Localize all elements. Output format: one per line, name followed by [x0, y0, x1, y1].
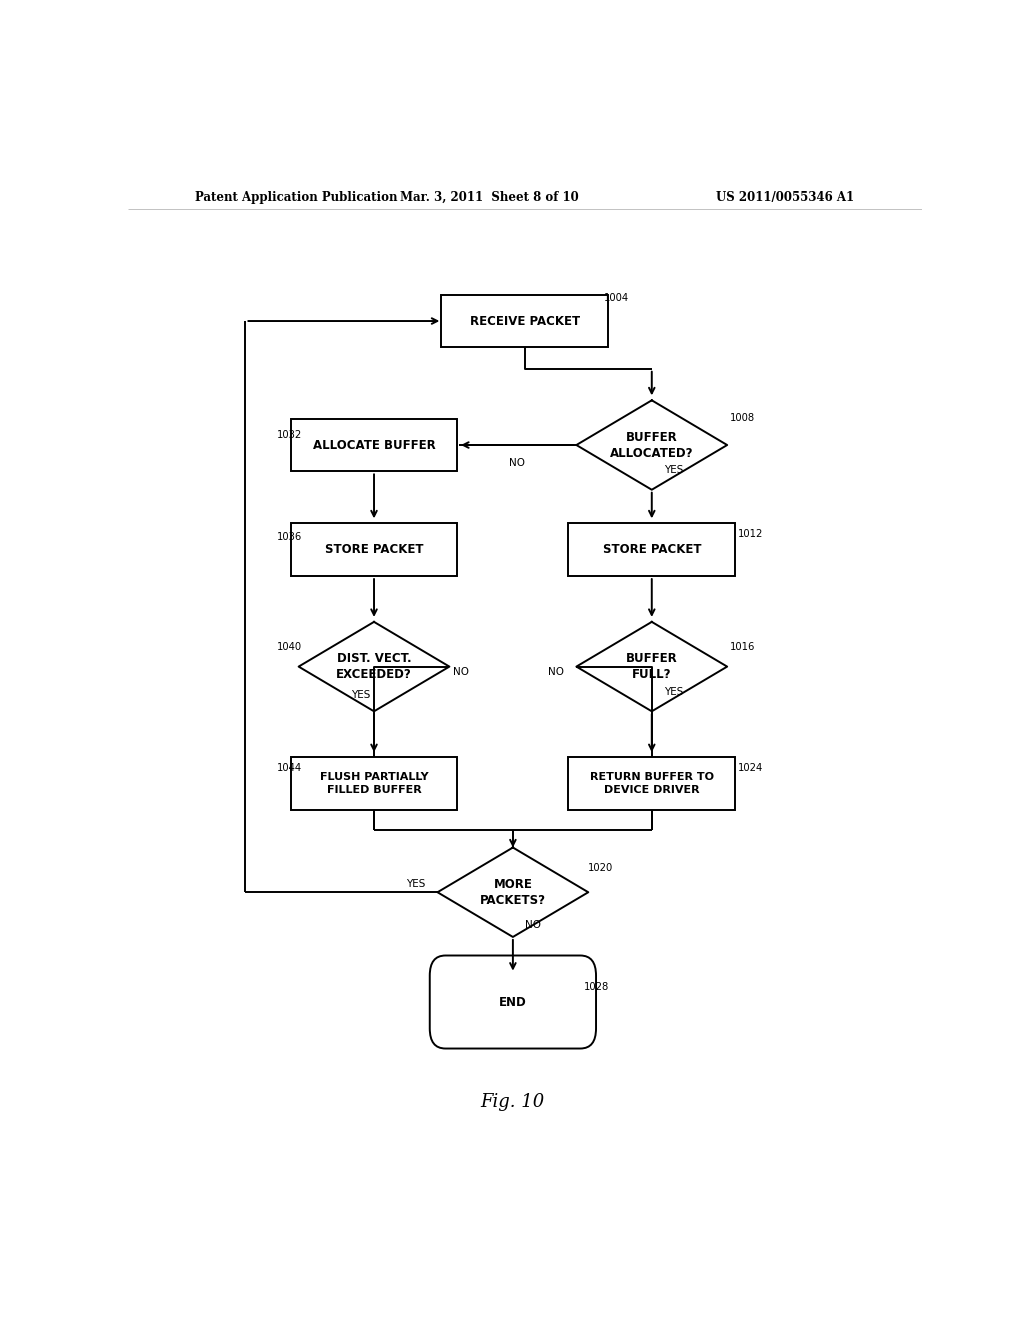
- Text: 1036: 1036: [276, 532, 302, 541]
- Polygon shape: [577, 400, 727, 490]
- Text: 1044: 1044: [276, 763, 301, 774]
- FancyBboxPatch shape: [291, 523, 458, 576]
- Text: YES: YES: [664, 686, 683, 697]
- Text: 1040: 1040: [276, 643, 301, 652]
- Text: YES: YES: [350, 690, 370, 700]
- Text: 1016: 1016: [729, 643, 755, 652]
- Text: STORE PACKET: STORE PACKET: [602, 544, 701, 556]
- Text: 1028: 1028: [585, 982, 609, 991]
- Text: Mar. 3, 2011  Sheet 8 of 10: Mar. 3, 2011 Sheet 8 of 10: [399, 190, 579, 203]
- Text: 1004: 1004: [604, 293, 630, 302]
- Text: NO: NO: [509, 458, 525, 469]
- Text: BUFFER
ALLOCATED?: BUFFER ALLOCATED?: [610, 430, 693, 459]
- Text: END: END: [499, 995, 526, 1008]
- FancyBboxPatch shape: [568, 523, 735, 576]
- Text: 1020: 1020: [588, 863, 613, 873]
- Text: NO: NO: [524, 920, 541, 929]
- Text: FLUSH PARTIALLY
FILLED BUFFER: FLUSH PARTIALLY FILLED BUFFER: [319, 772, 428, 795]
- Text: 1032: 1032: [276, 430, 302, 440]
- Text: Patent Application Publication: Patent Application Publication: [196, 190, 398, 203]
- Polygon shape: [299, 622, 450, 711]
- Text: RECEIVE PACKET: RECEIVE PACKET: [470, 314, 580, 327]
- Text: NO: NO: [549, 667, 564, 677]
- Text: RETURN BUFFER TO
DEVICE DRIVER: RETURN BUFFER TO DEVICE DRIVER: [590, 772, 714, 795]
- Text: DIST. VECT.
EXCEEDED?: DIST. VECT. EXCEEDED?: [336, 652, 412, 681]
- Text: YES: YES: [407, 879, 426, 890]
- Polygon shape: [437, 847, 588, 937]
- Text: NO: NO: [454, 667, 469, 677]
- FancyBboxPatch shape: [291, 418, 458, 471]
- Text: 1008: 1008: [729, 413, 755, 422]
- FancyBboxPatch shape: [568, 758, 735, 810]
- Text: MORE
PACKETS?: MORE PACKETS?: [480, 878, 546, 907]
- FancyBboxPatch shape: [291, 758, 458, 810]
- Text: 1012: 1012: [737, 529, 763, 540]
- Text: STORE PACKET: STORE PACKET: [325, 544, 423, 556]
- Text: ALLOCATE BUFFER: ALLOCATE BUFFER: [312, 438, 435, 451]
- Text: BUFFER
FULL?: BUFFER FULL?: [626, 652, 678, 681]
- Polygon shape: [577, 622, 727, 711]
- Text: US 2011/0055346 A1: US 2011/0055346 A1: [716, 190, 854, 203]
- FancyBboxPatch shape: [430, 956, 596, 1048]
- FancyBboxPatch shape: [441, 294, 608, 347]
- Text: 1024: 1024: [737, 763, 763, 774]
- Text: YES: YES: [664, 466, 683, 475]
- Text: Fig. 10: Fig. 10: [481, 1093, 545, 1110]
